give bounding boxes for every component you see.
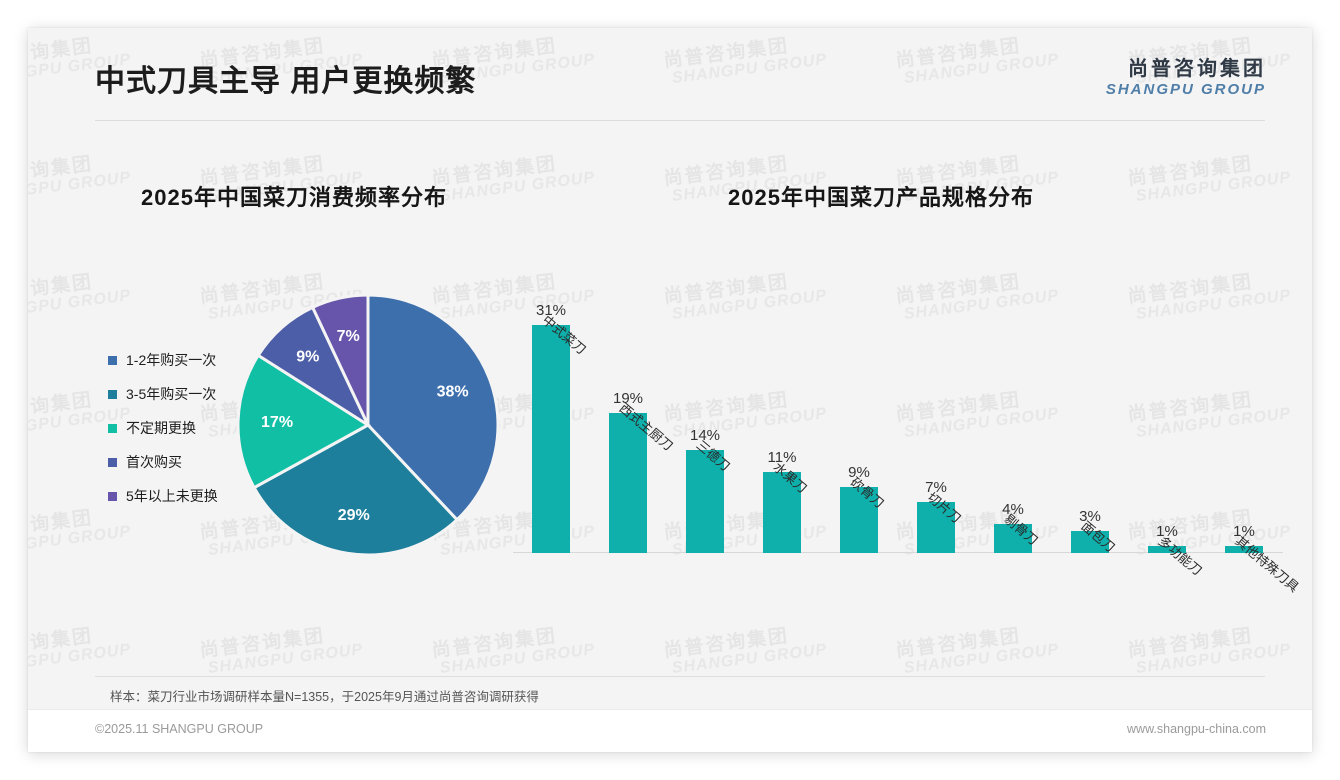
- bar-rect[interactable]: [609, 413, 647, 553]
- bar-rect[interactable]: [840, 486, 878, 553]
- pie-legend-label: 首次购买: [126, 454, 182, 470]
- legend-swatch-icon: [108, 389, 117, 399]
- pie-chart-title: 2025年中国菜刀消费频率分布: [141, 185, 447, 210]
- pie-slice-value: 17%: [261, 414, 293, 431]
- bar-value-label: 3%: [1079, 507, 1101, 525]
- brand-logo: 尚普咨询集团 SHANGPU GROUP: [1106, 58, 1266, 99]
- bar-value-label: 31%: [535, 302, 567, 320]
- bar-category-label: 其他特殊刀具: [1232, 532, 1302, 595]
- bar-rect[interactable]: [532, 325, 570, 553]
- bar-value-label: 9%: [848, 463, 870, 481]
- bar-chart-axis-line: [513, 552, 1283, 553]
- bar-chart-title: 2025年中国菜刀产品规格分布: [728, 185, 1034, 210]
- bar-value-label: 11%: [767, 449, 797, 467]
- source-footnote: 样本：菜刀行业市场调研样本量N=1355，于2025年9月通过尚普咨询调研获得: [110, 690, 539, 704]
- bar-rect[interactable]: [1071, 530, 1109, 553]
- pie-slice-value: 38%: [437, 384, 469, 401]
- bar-rect[interactable]: [686, 450, 724, 553]
- page-title: 中式刀具主导 用户更换频繁: [95, 65, 477, 98]
- footer-copyright: ©2025.11 SHANGPU GROUP: [95, 722, 264, 736]
- legend-swatch-icon: [108, 423, 117, 433]
- bar-rect[interactable]: [917, 501, 955, 553]
- pie-legend-item[interactable]: 5年以上未更换: [108, 479, 268, 513]
- bar-value-label: 19%: [612, 390, 644, 408]
- pie-legend: 1-2年购买一次 3-5年购买一次 不定期更换首次购买 5年以上未更换: [108, 343, 268, 513]
- footer-website[interactable]: www.shangpu-china.com: [1127, 722, 1266, 736]
- pie-slice[interactable]: [366, 293, 500, 522]
- brand-name-cn: 尚普咨询集团: [1128, 58, 1266, 80]
- pie-slice-value: 7%: [337, 328, 360, 345]
- pie-legend-item[interactable]: 首次购买: [108, 445, 268, 479]
- bar-column[interactable]: 31% 中式菜刀: [513, 302, 589, 553]
- bar-column[interactable]: 14% 三德刀: [667, 427, 743, 553]
- pie-legend-label: 1-2年购买一次: [126, 352, 217, 368]
- pie-chart-panel: 1-2年购买一次 3-5年购买一次 不定期更换首次购买 5年以上未更换 38% 29% 1…: [68, 258, 538, 588]
- pie-slice-value: 9%: [296, 349, 319, 366]
- bar-column[interactable]: 11% 水果刀: [744, 449, 820, 553]
- bar-rect[interactable]: [1148, 545, 1186, 553]
- bar-column[interactable]: 1% 其他特殊刀具: [1206, 522, 1302, 595]
- bar-value-label: 7%: [925, 478, 947, 496]
- pie-legend-item[interactable]: 不定期更换: [108, 411, 268, 445]
- header-divider: [95, 120, 1265, 121]
- bar-column[interactable]: 9% 砍骨刀: [821, 464, 897, 553]
- legend-swatch-icon: [108, 491, 117, 501]
- pie-legend-label: 3-5年购买一次: [126, 386, 217, 402]
- footnote-divider: [95, 676, 1265, 677]
- bar-column[interactable]: 4% 剔骨刀: [975, 501, 1051, 553]
- bar-value-label: 1%: [1233, 522, 1255, 540]
- slide-canvas: 尚普咨询集团 SHANGPU GROUP 尚普咨询集团 SHANGPU GROUP 尚普…: [28, 28, 1312, 752]
- pie-legend-label: 5年以上未更换: [126, 488, 218, 504]
- legend-swatch-icon: [108, 457, 117, 467]
- bar-column[interactable]: 3% 面包刀: [1052, 507, 1128, 555]
- bar-value-label: 14%: [689, 427, 721, 445]
- pie-chart-graphic: 38% 29% 17% 9% 7%: [236, 293, 500, 557]
- pie-slice[interactable]: [252, 423, 460, 557]
- slide-footer: ©2025.11 SHANGPU GROUP www.shangpu-china…: [28, 709, 1312, 752]
- brand-name-en: SHANGPU GROUP: [1105, 81, 1266, 98]
- bar-column[interactable]: 7% 切片刀: [898, 479, 974, 553]
- bar-value-label: 1%: [1156, 522, 1178, 540]
- bar-value-label: 4%: [1002, 500, 1024, 518]
- bar-column[interactable]: 19% 西式主厨刀: [590, 390, 676, 553]
- slide-header: 中式刀具主导 用户更换频繁 尚普咨询集团 SHANGPU GROUP: [28, 28, 1312, 120]
- legend-swatch-icon: [108, 355, 117, 365]
- bar-category-label: 多功能刀: [1155, 532, 1205, 578]
- bar-chart-panel: 31% 中式菜刀 19% 西式主厨刀 14% 三德刀 11% 水果刀 9% 砍骨刀 7% 切片刀 4% 剔…: [483, 253, 1302, 673]
- pie-legend-item[interactable]: 3-5年购买一次: [108, 377, 268, 411]
- pie-slice[interactable]: [236, 353, 371, 490]
- pie-legend-item[interactable]: 1-2年购买一次: [108, 343, 268, 377]
- pie-legend-label: 不定期更换: [126, 420, 196, 436]
- pie-slice-value: 29%: [338, 507, 370, 524]
- bar-rect[interactable]: [994, 523, 1032, 553]
- bar-rect[interactable]: [1225, 545, 1263, 553]
- bar-rect[interactable]: [763, 472, 801, 553]
- bar-column[interactable]: 1% 多功能刀: [1129, 522, 1205, 578]
- pie-slice[interactable]: [310, 293, 370, 426]
